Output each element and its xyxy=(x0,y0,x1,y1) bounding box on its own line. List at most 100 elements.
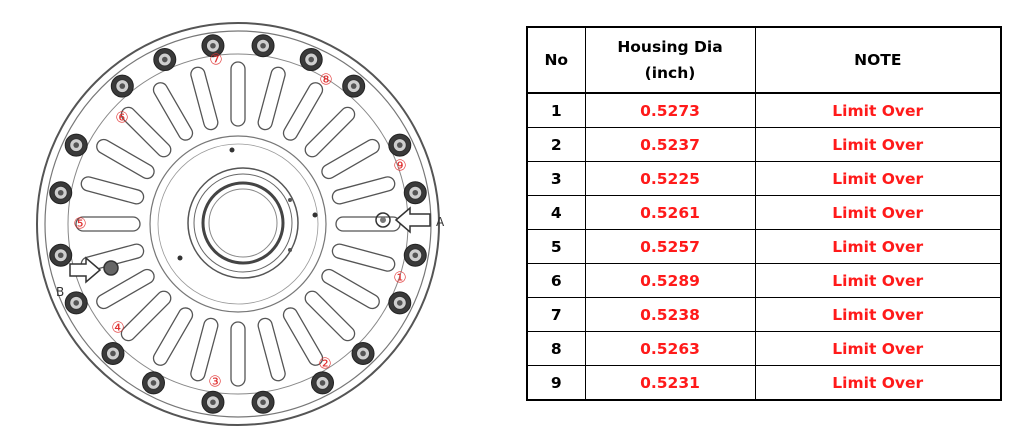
bolt-hole xyxy=(153,48,177,72)
row-dia: 0.5273 xyxy=(584,92,756,128)
spoke-slot xyxy=(120,290,172,342)
spoke-slot xyxy=(80,176,145,205)
row-no: 6 xyxy=(526,263,586,298)
row-dia: 0.5237 xyxy=(584,127,756,162)
table-row: 6 0.5289 Limit Over xyxy=(526,263,1002,298)
row-no: 8 xyxy=(526,331,586,366)
spoke-slot xyxy=(190,317,219,382)
row-note: Limit Over xyxy=(754,195,1002,230)
header-housing-dia-line2: (inch) xyxy=(644,64,696,82)
row-dia: 0.5257 xyxy=(584,229,756,264)
hub-outer xyxy=(187,167,299,279)
hub-bore xyxy=(201,181,285,265)
row-note: Limit Over xyxy=(754,365,1002,401)
table-header-row: No Housing Dia (inch) NOTE xyxy=(526,26,1002,94)
spoke-slot xyxy=(96,268,155,310)
row-no: 3 xyxy=(526,161,586,196)
row-no: 2 xyxy=(526,127,586,162)
hole-marker-label: ③ xyxy=(208,373,221,391)
spoke-slot xyxy=(120,106,172,158)
header-no: No xyxy=(526,26,586,94)
housing-dia-table: No Housing Dia (inch) NOTE 1 0.5273 Limi… xyxy=(526,26,1002,401)
hole-marker-label: ② xyxy=(318,355,331,373)
bolt-hole xyxy=(403,181,427,205)
hole-marker-label: ① xyxy=(393,269,406,287)
row-no: 9 xyxy=(526,365,586,401)
bolt-hole xyxy=(388,291,412,315)
bolt-hole xyxy=(64,133,88,157)
bolt-hole xyxy=(201,390,225,414)
table-row: 5 0.5257 Limit Over xyxy=(526,229,1002,264)
header-housing-dia: Housing Dia (inch) xyxy=(584,26,756,94)
table-row: 7 0.5238 Limit Over xyxy=(526,297,1002,332)
bolt-hole xyxy=(311,371,335,395)
spoke-slot xyxy=(282,82,324,141)
spoke-slot xyxy=(96,138,155,180)
spoke-slot xyxy=(321,268,380,310)
hole-marker-label: ④ xyxy=(111,319,124,337)
table-row: 8 0.5263 Limit Over xyxy=(526,331,1002,366)
bolt-hole xyxy=(201,34,225,58)
hole-marker-label: ⑨ xyxy=(393,157,406,175)
bolt-hole xyxy=(110,74,134,98)
header-note: NOTE xyxy=(754,26,1002,94)
hole-marker-label: ⑥ xyxy=(115,109,128,127)
bolt-hole xyxy=(251,390,275,414)
arrow-b-icon xyxy=(69,256,119,284)
row-note: Limit Over xyxy=(754,92,1002,128)
bolt-hole xyxy=(141,371,165,395)
bolt-hole xyxy=(49,243,73,267)
spoke-slot xyxy=(331,243,396,272)
row-note: Limit Over xyxy=(754,297,1002,332)
arrow-b-label: B xyxy=(56,285,64,299)
row-note: Limit Over xyxy=(754,229,1002,264)
table-row: 9 0.5231 Limit Over xyxy=(526,365,1002,401)
hole-marker-label: ⑧ xyxy=(319,71,332,89)
hole-marker-label: ⑤ xyxy=(73,215,86,233)
spoke-slot xyxy=(257,317,286,382)
row-dia: 0.5225 xyxy=(584,161,756,196)
row-dia: 0.5231 xyxy=(584,365,756,401)
row-note: Limit Over xyxy=(754,127,1002,162)
spoke-slot xyxy=(152,82,194,141)
header-housing-dia-line1: Housing Dia xyxy=(617,38,723,56)
spoke-slot xyxy=(152,307,194,366)
arrow-a-label: A xyxy=(436,215,445,229)
table-row: 1 0.5273 Limit Over xyxy=(526,92,1002,128)
spoke-slot xyxy=(304,290,356,342)
row-no: 5 xyxy=(526,229,586,264)
bolt-hole xyxy=(64,291,88,315)
bolt-hole xyxy=(388,133,412,157)
bolt-hole xyxy=(351,341,375,365)
spoke-slot xyxy=(257,66,286,131)
bolt-hole xyxy=(101,341,125,365)
spoke-slot xyxy=(304,106,356,158)
bolt-hole xyxy=(49,181,73,205)
wheel-diagram: ① ② ③ ④ ⑤ ⑥ ⑦ ⑧ ⑨ A B xyxy=(36,22,445,426)
row-no: 1 xyxy=(526,92,586,128)
table-row: 4 0.5261 Limit Over xyxy=(526,195,1002,230)
row-note: Limit Over xyxy=(754,331,1002,366)
row-note: Limit Over xyxy=(754,161,1002,196)
arrow-a-icon xyxy=(375,206,431,234)
row-no: 7 xyxy=(526,297,586,332)
spoke-slot xyxy=(190,66,219,131)
spoke-slot xyxy=(230,61,246,127)
table-row: 2 0.5237 Limit Over xyxy=(526,127,1002,162)
row-no: 4 xyxy=(526,195,586,230)
row-dia: 0.5289 xyxy=(584,263,756,298)
table-row: 3 0.5225 Limit Over xyxy=(526,161,1002,196)
spoke-slot xyxy=(230,321,246,387)
bolt-hole xyxy=(342,74,366,98)
spoke-slot xyxy=(75,216,141,232)
bolt-hole xyxy=(299,48,323,72)
spoke-slot xyxy=(321,138,380,180)
row-dia: 0.5238 xyxy=(584,297,756,332)
spoke-slot xyxy=(331,176,396,205)
row-dia: 0.5261 xyxy=(584,195,756,230)
hole-marker-label: ⑦ xyxy=(209,51,222,69)
bolt-hole xyxy=(403,243,427,267)
row-note: Limit Over xyxy=(754,263,1002,298)
outer-rim xyxy=(36,22,440,426)
bolt-hole xyxy=(251,34,275,58)
